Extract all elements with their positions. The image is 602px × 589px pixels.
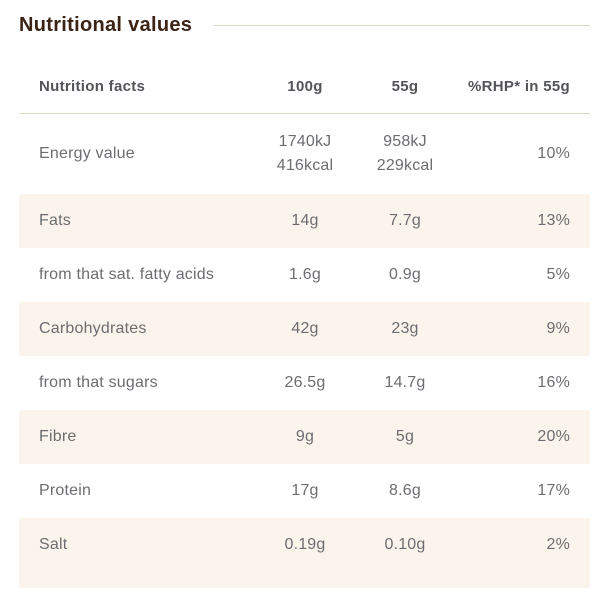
value-rhp-in-55g: 16%	[537, 374, 570, 391]
value-per-100g: 42g	[291, 320, 319, 337]
table-row: Energy value 1740kJ 416kcal 958kJ 229kcal 10%	[19, 114, 590, 194]
value-per-100g: 0.19g	[284, 536, 326, 553]
table-rows: Energy value 1740kJ 416kcal 958kJ 229kcal 10%…	[19, 114, 590, 588]
value-per-100g: 9g	[295, 428, 315, 445]
nutrition-table: Nutrition facts 100g 55g %RHP* in 55g En…	[19, 59, 590, 588]
value-per-55g: 0.9g	[389, 266, 421, 283]
table-header-row: Nutrition facts 100g 55g %RHP* in 55g	[19, 59, 590, 114]
value-per-55g: 14.7g	[384, 374, 426, 391]
value-per-55g: 23g	[391, 320, 419, 337]
value-rhp-in-55g: 9%	[546, 320, 570, 337]
row-label: Fats	[39, 212, 71, 229]
value-rhp-in-55g: 20%	[537, 428, 570, 445]
table-row: Fibre 9g 5g 20%	[19, 410, 590, 464]
table-row: Protein 17g 8.6g 17%	[19, 464, 590, 518]
value-per-100g: 14g	[291, 212, 319, 229]
value-per-55g: 8.6g	[389, 482, 421, 499]
column-header-100g: 100g	[287, 77, 323, 95]
table-row: from that sat. fatty acids 1.6g 0.9g 5%	[19, 248, 590, 302]
value-per-55g: 5g	[395, 428, 415, 445]
column-header-nutrition-facts: Nutrition facts	[39, 77, 146, 95]
section-header: Nutritional values	[0, 0, 602, 37]
table-row: Fats 14g 7.7g 13%	[19, 194, 590, 248]
column-header-55g: 55g	[391, 77, 419, 95]
row-label: Energy value	[39, 145, 135, 162]
title-divider	[214, 25, 590, 26]
value-per-55g: 958kJ 229kcal	[376, 133, 434, 174]
table-row: from that sugars 26.5g 14.7g 16%	[19, 356, 590, 410]
page-title: Nutritional values	[19, 14, 193, 36]
row-label: Salt	[39, 536, 68, 553]
value-per-55g: 7.7g	[389, 212, 421, 229]
row-label: Protein	[39, 482, 92, 499]
value-per-100g: 26.5g	[284, 374, 326, 391]
table-row: Salt 0.19g 0.10g 2%	[19, 518, 590, 588]
value-per-55g: 0.10g	[384, 536, 426, 553]
value-rhp-in-55g: 10%	[537, 145, 570, 162]
value-per-100g: 1.6g	[289, 266, 321, 283]
row-label: from that sat. fatty acids	[39, 266, 215, 283]
value-rhp-in-55g: 2%	[546, 536, 570, 553]
value-rhp-in-55g: 17%	[537, 482, 570, 499]
row-label: Fibre	[39, 428, 77, 445]
column-header-rhp-in-55g: %RHP* in 55g	[468, 77, 570, 95]
row-label: Carbohydrates	[39, 320, 147, 337]
table-row: Carbohydrates 42g 23g 9%	[19, 302, 590, 356]
value-rhp-in-55g: 5%	[546, 266, 570, 283]
row-label: from that sugars	[39, 374, 158, 391]
value-per-100g: 1740kJ 416kcal	[276, 133, 334, 174]
value-per-100g: 17g	[291, 482, 319, 499]
value-rhp-in-55g: 13%	[537, 212, 570, 229]
